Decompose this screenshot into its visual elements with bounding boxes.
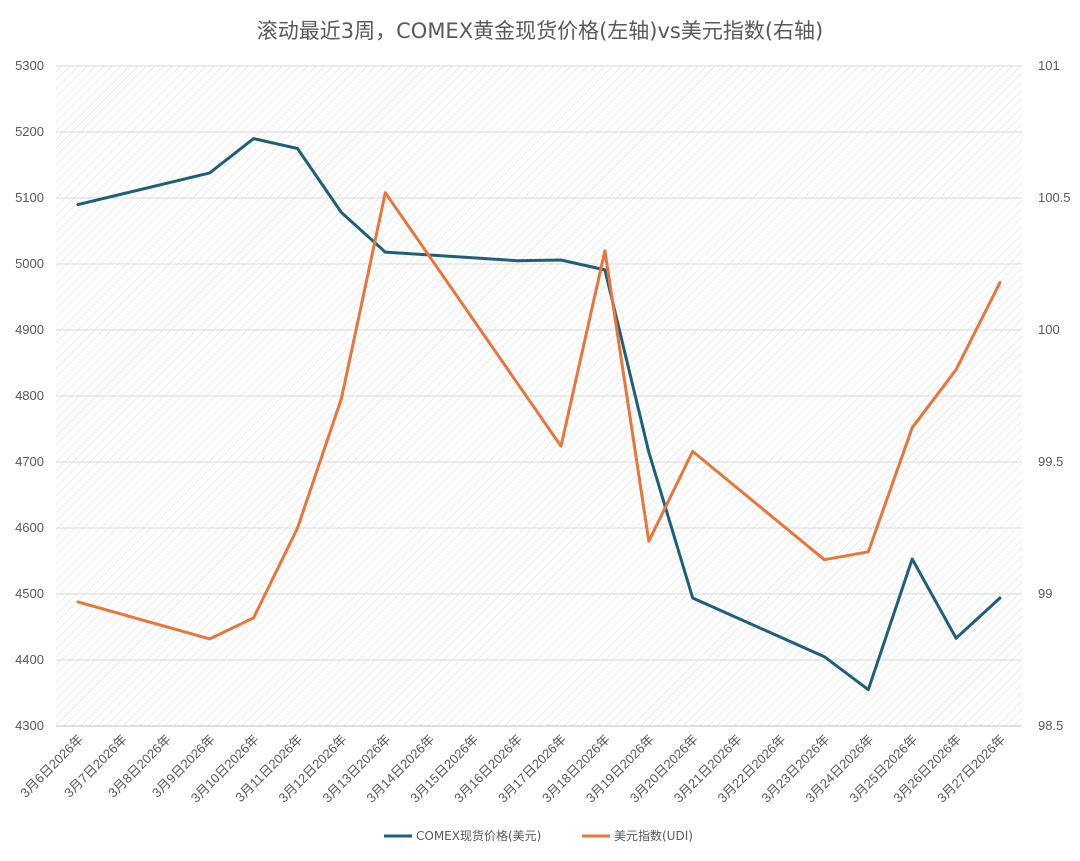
left-axis-tick-label: 4700 <box>15 454 44 469</box>
left-axis-tick-label: 4400 <box>15 652 44 667</box>
right-axis-ticks: 98.5 99 99.5 100 100.5 101 <box>1038 58 1071 733</box>
chart-title: 滚动最近3周，COMEX黄金现货价格(左轴)vs美元指数(右轴) <box>257 19 823 43</box>
left-axis-tick-label: 4500 <box>15 586 44 601</box>
series-line-udi <box>76 191 1002 641</box>
left-axis-tick-label: 4300 <box>15 718 44 733</box>
series-line-comex <box>76 137 1002 692</box>
x-axis-ticks: 3月6日2026年3月7日2026年3月8日2026年3月9日2026年3月10… <box>17 725 1022 805</box>
right-axis-tick-label: 99 <box>1038 586 1052 601</box>
right-axis-tick-label: 100 <box>1038 322 1060 337</box>
left-axis-tick-label: 4600 <box>15 520 44 535</box>
right-axis-tick-label: 98.5 <box>1038 718 1063 733</box>
legend-label-udi: 美元指数(UDI) <box>614 828 693 843</box>
right-axis-tick-label: 99.5 <box>1038 454 1063 469</box>
left-axis-tick-label: 5300 <box>15 58 44 73</box>
series-layer <box>76 137 1002 692</box>
left-axis-tick-label: 4900 <box>15 322 44 337</box>
legend: COMEX现货价格(美元) 美元指数(UDI) <box>384 828 693 843</box>
left-axis-tick-label: 5000 <box>15 256 44 271</box>
left-axis-tick-label: 5200 <box>15 124 44 139</box>
gridlines <box>56 65 1022 727</box>
legend-label-comex: COMEX现货价格(美元) <box>416 828 541 843</box>
left-axis-ticks: 4300 4400 4500 4600 4700 4800 4900 5000 5100 5200… <box>15 58 44 733</box>
left-axis-tick-label: 5100 <box>15 190 44 205</box>
right-axis-tick-label: 100.5 <box>1038 190 1071 205</box>
left-axis-tick-label: 4800 <box>15 388 44 403</box>
right-axis-tick-label: 101 <box>1038 58 1060 73</box>
